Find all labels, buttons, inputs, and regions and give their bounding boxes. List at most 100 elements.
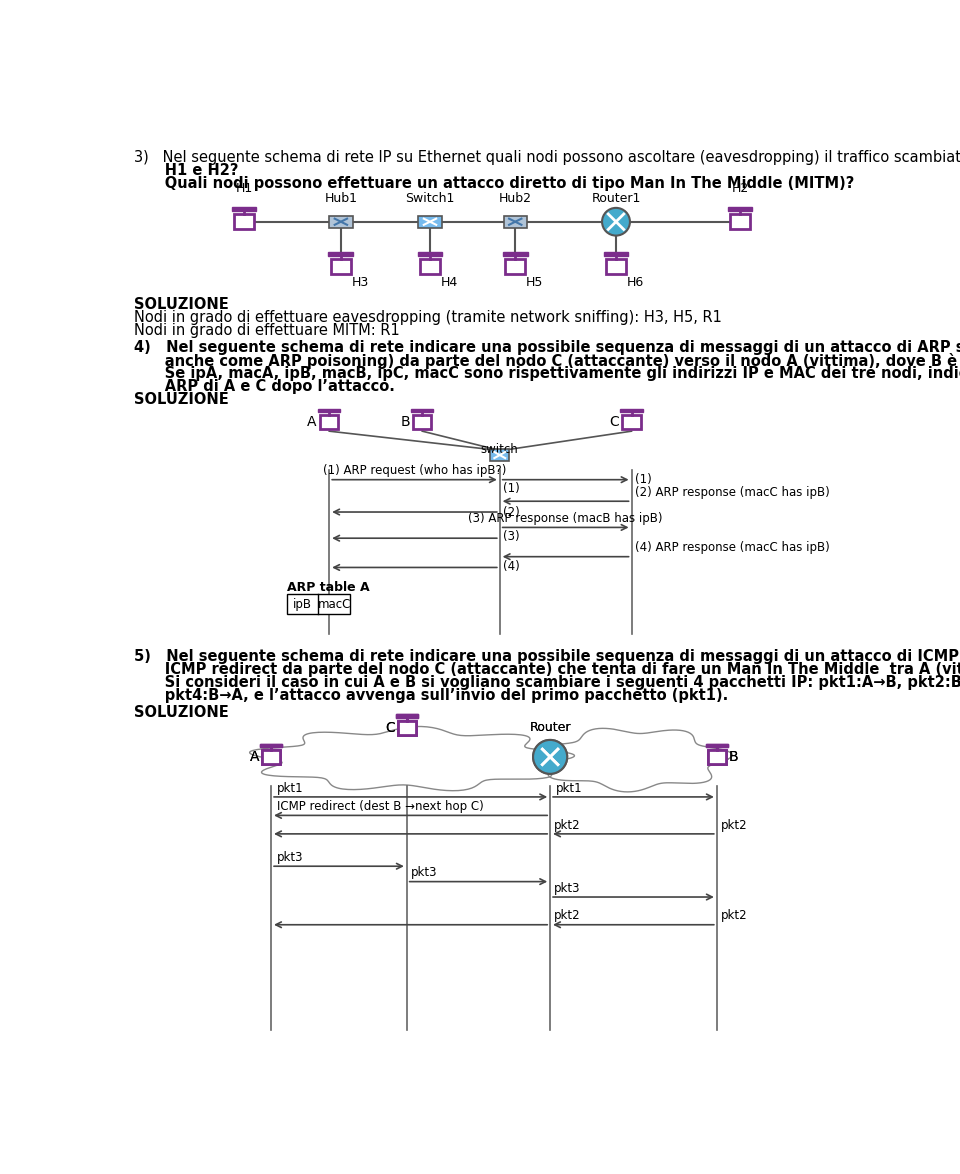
Bar (491, 450, 509, 461)
Text: H3: H3 (351, 276, 369, 289)
Text: ipB: ipB (293, 598, 312, 610)
Text: pkt2: pkt2 (554, 818, 581, 831)
Bar (604, 251, 629, 256)
Text: SOLUZIONE: SOLUZIONE (134, 297, 228, 312)
Bar (321, 414, 338, 429)
Circle shape (533, 740, 567, 774)
Text: pkt1: pkt1 (557, 782, 583, 795)
Bar (620, 409, 642, 412)
Text: 5)   Nel seguente schema di rete indicare una possibile sequenza di messaggi di : 5) Nel seguente schema di rete indicare … (134, 649, 960, 664)
Circle shape (533, 740, 567, 774)
Text: Router: Router (529, 721, 571, 734)
Bar (503, 251, 528, 256)
Bar (606, 258, 626, 274)
Text: (1): (1) (503, 483, 519, 495)
Bar (420, 258, 440, 274)
Text: pkt3: pkt3 (277, 851, 303, 864)
Text: C: C (385, 721, 396, 735)
Bar (505, 258, 525, 274)
Bar (706, 743, 728, 747)
Text: B: B (400, 414, 410, 429)
Text: A: A (250, 750, 259, 764)
Bar (419, 216, 442, 228)
Text: Nodi in grado di effettuare eavesdropping (tramite network sniffing): H3, H5, R1: Nodi in grado di effettuare eavesdroppin… (134, 310, 722, 325)
Text: SOLUZIONE: SOLUZIONE (134, 392, 228, 407)
Text: (2) ARP response (macC has ipB): (2) ARP response (macC has ipB) (635, 486, 829, 499)
Text: A: A (250, 750, 259, 764)
Bar (728, 207, 753, 211)
Text: pkt3: pkt3 (554, 882, 581, 895)
Text: pkt4:B→A, e l’attacco avvenga sull’invio del primo pacchetto (pkt1).: pkt4:B→A, e l’attacco avvenga sull’invio… (134, 688, 729, 703)
Text: (3) ARP response (macB has ipB): (3) ARP response (macB has ipB) (468, 512, 662, 525)
Text: B: B (729, 750, 738, 764)
Text: Router: Router (529, 721, 571, 734)
Text: 4)   Nel seguente schema di rete indicare una possibile sequenza di messaggi di : 4) Nel seguente schema di rete indicare … (134, 339, 960, 355)
Text: switch: switch (481, 443, 518, 456)
Text: H5: H5 (526, 276, 543, 289)
Text: 3)   Nel seguente schema di rete IP su Ethernet quali nodi possono ascoltare (ea: 3) Nel seguente schema di rete IP su Eth… (134, 150, 960, 166)
Text: Router1: Router1 (591, 191, 640, 204)
Bar (397, 721, 416, 735)
Circle shape (602, 208, 630, 236)
Bar (706, 743, 728, 747)
Polygon shape (250, 727, 574, 791)
Text: H6: H6 (627, 276, 644, 289)
Bar (231, 207, 256, 211)
Text: Switch1: Switch1 (405, 191, 455, 204)
Bar (262, 750, 280, 764)
Text: A: A (307, 414, 317, 429)
Text: H1 e H2?: H1 e H2? (134, 163, 238, 178)
Bar (504, 216, 527, 228)
Bar (287, 594, 350, 614)
Text: C: C (385, 721, 396, 735)
Bar (331, 258, 351, 274)
Bar (260, 743, 282, 747)
Bar (413, 414, 431, 429)
Text: (1) ARP request (who has ipB?): (1) ARP request (who has ipB?) (323, 465, 506, 478)
Bar (262, 750, 280, 764)
Bar (708, 750, 726, 764)
Text: ARP table A: ARP table A (287, 581, 370, 594)
Polygon shape (538, 728, 732, 792)
Bar (234, 214, 254, 229)
Bar (318, 409, 341, 412)
Bar (396, 715, 418, 718)
Text: Hub2: Hub2 (499, 191, 532, 204)
Bar (622, 414, 640, 429)
Text: H1: H1 (235, 182, 252, 195)
Text: (4) ARP response (macC has ipB): (4) ARP response (macC has ipB) (635, 541, 829, 554)
Text: pkt1: pkt1 (277, 782, 304, 795)
Text: pkt2: pkt2 (554, 910, 581, 923)
Text: B: B (729, 750, 738, 764)
Text: H2: H2 (732, 182, 749, 195)
Text: pkt2: pkt2 (721, 910, 747, 923)
Text: Se ipA, macA, ipB, macB, ipC, macC sono rispettivamente gli indirizzi IP e MAC d: Se ipA, macA, ipB, macB, ipC, macC sono … (134, 366, 960, 380)
Text: Quali nodi possono effettuare un attacco diretto di tipo Man In The Middle (MITM: Quali nodi possono effettuare un attacco… (134, 176, 854, 191)
Bar (708, 750, 726, 764)
Text: (1): (1) (635, 473, 651, 486)
Text: (4): (4) (503, 560, 519, 573)
Bar (328, 251, 353, 256)
Bar (396, 715, 418, 718)
Bar (730, 214, 750, 229)
Text: Nodi in grado di effettuare MITM: R1: Nodi in grado di effettuare MITM: R1 (134, 323, 399, 338)
Text: Hub1: Hub1 (324, 191, 357, 204)
Bar (411, 409, 433, 412)
Text: Si consideri il caso in cui A e B si vogliano scambiare i seguenti 4 pacchetti I: Si consideri il caso in cui A e B si vog… (134, 675, 960, 690)
Text: ICMP redirect da parte del nodo C (attaccante) che tenta di fare un Man In The M: ICMP redirect da parte del nodo C (attac… (134, 662, 960, 677)
Bar (329, 216, 352, 228)
Text: ARP di A e C dopo l’attacco.: ARP di A e C dopo l’attacco. (134, 379, 395, 393)
Text: SOLUZIONE: SOLUZIONE (134, 706, 228, 721)
Text: (3): (3) (503, 531, 519, 544)
Text: (2): (2) (503, 506, 519, 519)
Bar (260, 743, 282, 747)
Bar (397, 721, 416, 735)
Text: pkt2: pkt2 (721, 818, 747, 831)
Text: anche come ARP poisoning) da parte del nodo C (attaccante) verso il nodo A (vitt: anche come ARP poisoning) da parte del n… (134, 352, 960, 369)
Text: ICMP redirect (dest B →next hop C): ICMP redirect (dest B →next hop C) (277, 801, 484, 814)
Text: C: C (610, 414, 619, 429)
Text: H4: H4 (441, 276, 458, 289)
Text: pkt3: pkt3 (411, 866, 437, 879)
Bar (418, 251, 443, 256)
Text: macC: macC (318, 598, 351, 610)
